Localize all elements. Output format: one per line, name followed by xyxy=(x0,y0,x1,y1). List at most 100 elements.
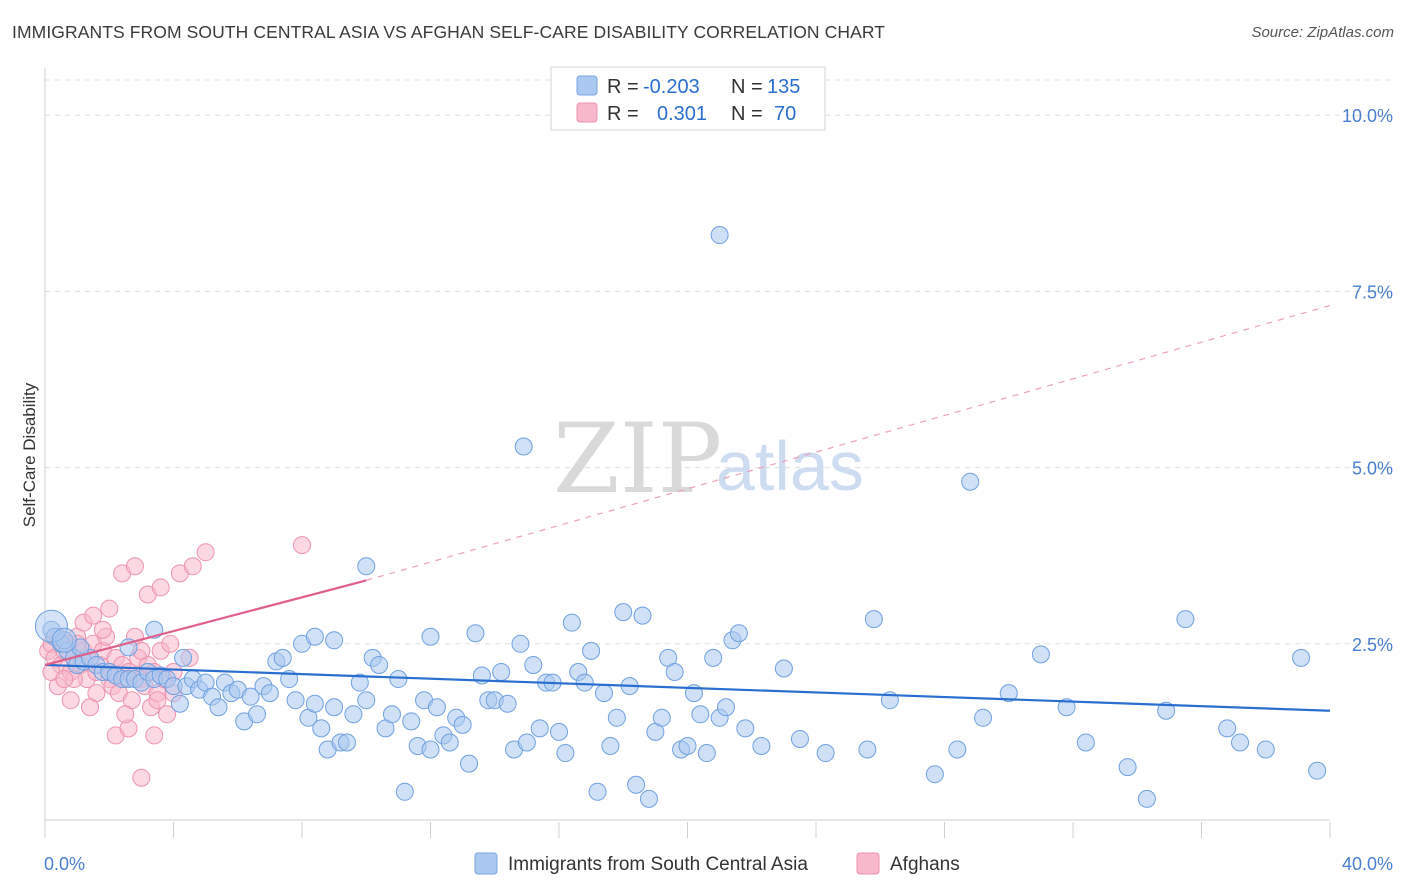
trend-lines-layer xyxy=(44,304,1331,712)
point-south-central-asia xyxy=(286,691,305,710)
point-south-central-asia xyxy=(601,737,620,755)
point-afghans xyxy=(161,634,180,653)
point-south-central-asia xyxy=(1231,733,1250,752)
point-south-central-asia xyxy=(453,715,472,734)
point-afghans xyxy=(183,557,202,576)
point-south-central-asia xyxy=(1076,733,1095,752)
legend-swatch-pink xyxy=(576,102,598,123)
point-south-central-asia xyxy=(729,624,748,643)
point-south-central-asia xyxy=(325,631,344,650)
trend-line-south-central-asia xyxy=(44,663,1331,712)
point-south-central-asia xyxy=(1031,645,1050,664)
point-south-central-asia xyxy=(530,719,549,738)
bottom-legend-label-2: Afghans xyxy=(890,854,960,875)
y-tick-label: 7.5% xyxy=(1352,282,1393,302)
point-south-central-asia xyxy=(260,684,279,703)
point-south-central-asia xyxy=(639,789,658,808)
point-south-central-asia xyxy=(1157,701,1176,720)
point-afghans xyxy=(125,557,144,576)
point-south-central-asia xyxy=(357,557,376,576)
bottom-legend-swatch-blue xyxy=(474,852,498,875)
point-afghans xyxy=(116,705,135,724)
y-tick-label: 10.0% xyxy=(1342,106,1393,126)
point-south-central-asia xyxy=(325,698,344,717)
point-south-central-asia xyxy=(305,627,324,646)
point-afghans xyxy=(84,606,103,625)
point-south-central-asia xyxy=(752,737,771,755)
legend-n-value-1: 135 xyxy=(767,76,800,98)
point-south-central-asia xyxy=(1057,698,1076,717)
point-south-central-asia xyxy=(614,603,633,622)
point-south-central-asia xyxy=(1118,758,1137,777)
bottom-legend-swatch-pink xyxy=(856,852,880,875)
point-afghans xyxy=(132,768,151,787)
point-south-central-asia xyxy=(1218,719,1237,738)
point-south-central-asia xyxy=(925,765,944,784)
point-afghans xyxy=(100,599,119,618)
bottom-legend: Immigrants from South Central Asia Afgha… xyxy=(474,852,960,875)
point-afghans xyxy=(148,691,167,710)
legend-r-label-1: R = xyxy=(607,76,639,98)
point-south-central-asia xyxy=(209,698,228,717)
point-south-central-asia xyxy=(948,740,967,759)
point-south-central-asia xyxy=(337,733,356,752)
point-south-central-asia xyxy=(736,719,755,738)
point-south-central-asia xyxy=(582,641,601,660)
point-south-central-asia xyxy=(248,705,267,724)
axes-layer xyxy=(44,68,1331,838)
point-south-central-asia xyxy=(774,659,793,678)
point-south-central-asia xyxy=(357,691,376,710)
point-south-central-asia xyxy=(691,705,710,724)
watermark-atlas: atlas xyxy=(716,427,864,505)
point-south-central-asia xyxy=(678,737,697,755)
point-south-central-asia xyxy=(1137,789,1156,808)
source-attribution: Source: ZipAtlas.com xyxy=(1251,24,1394,41)
point-south-central-asia xyxy=(652,708,671,727)
point-south-central-asia xyxy=(517,733,536,752)
point-afghans xyxy=(93,620,112,639)
point-south-central-asia xyxy=(51,627,77,653)
y-axis-label: Self-Care Disability xyxy=(20,382,39,527)
point-south-central-asia xyxy=(790,729,809,748)
point-afghans xyxy=(158,705,177,724)
legend-swatch-blue xyxy=(576,75,598,96)
point-south-central-asia xyxy=(350,673,369,692)
point-afghans xyxy=(80,698,99,717)
watermark-zip: ZIP xyxy=(553,403,722,515)
x-tick-label: 0.0% xyxy=(44,854,85,874)
point-south-central-asia xyxy=(170,694,189,713)
point-south-central-asia xyxy=(460,754,479,773)
point-south-central-asia xyxy=(627,775,646,794)
point-south-central-asia xyxy=(466,624,485,643)
legend-r-value-1: -0.203 xyxy=(643,76,700,98)
point-south-central-asia xyxy=(633,606,652,625)
point-south-central-asia xyxy=(389,670,408,689)
x-tick-label: 40.0% xyxy=(1342,854,1393,874)
trend-line-afghans xyxy=(44,579,367,667)
point-south-central-asia xyxy=(575,673,594,692)
point-south-central-asia xyxy=(974,708,993,727)
point-south-central-asia xyxy=(697,744,716,763)
points-layer xyxy=(34,226,1327,808)
y-tick-label: 2.5% xyxy=(1352,635,1393,655)
point-south-central-asia xyxy=(1256,740,1275,759)
point-south-central-asia xyxy=(717,698,736,717)
legend-n-value-2: 70 xyxy=(774,103,796,125)
point-south-central-asia xyxy=(395,782,414,801)
bottom-legend-label-1: Immigrants from South Central Asia xyxy=(508,854,808,875)
point-south-central-asia xyxy=(427,698,446,717)
point-south-central-asia xyxy=(421,627,440,646)
point-south-central-asia xyxy=(524,655,543,674)
point-afghans xyxy=(151,578,170,597)
point-south-central-asia xyxy=(370,655,389,674)
point-south-central-asia xyxy=(556,744,575,763)
stats-legend: R = -0.203 N = 135 R = 0.301 N = 70 xyxy=(550,66,826,131)
point-south-central-asia xyxy=(607,708,626,727)
point-south-central-asia xyxy=(1292,648,1311,667)
legend-n-label-1: N = xyxy=(731,76,763,98)
point-south-central-asia xyxy=(440,733,459,752)
watermark: ZIP atlas xyxy=(553,403,864,515)
tick-labels-layer: 2.5% 5.0% 7.5% 10.0% 0.0% 40.0% xyxy=(44,106,1393,874)
point-afghans xyxy=(293,536,311,555)
